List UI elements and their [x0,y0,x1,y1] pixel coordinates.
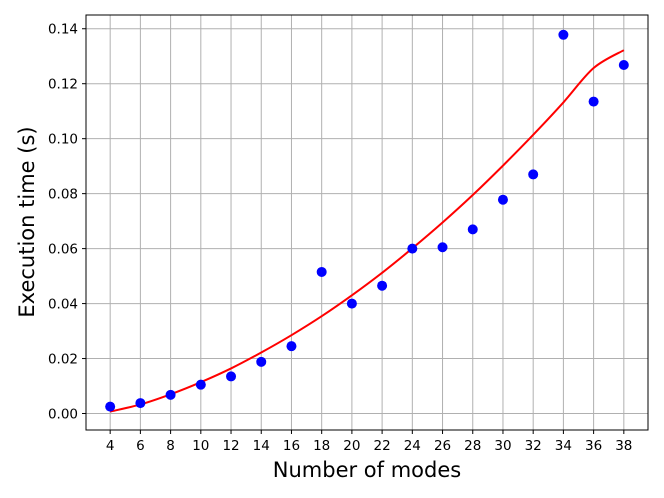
data-point [195,379,206,390]
data-point [558,29,569,40]
plot-frame [85,14,649,431]
x-tick-label: 4 [106,438,115,454]
data-point [135,398,146,409]
data-point [437,242,448,253]
y-tick-label: 0.02 [48,352,78,368]
x-tick-label: 38 [615,438,632,454]
x-tick-label: 14 [253,438,270,454]
fit-curve-layer [109,49,625,413]
data-point [256,356,267,367]
y-tick-label: 0.04 [48,297,78,313]
y-tick-label: 0.12 [48,77,78,93]
x-tick-label: 16 [283,438,300,454]
y-tick-label: 0.00 [48,407,78,423]
x-tick-label: 30 [494,438,511,454]
x-tick-label: 24 [404,438,421,454]
y-tick-label: 0.10 [48,132,78,148]
y-ticks: 0.00 0.02 0.04 0.06 0.08 0.10 0.12 0.14 [48,22,86,423]
data-point [497,194,508,205]
x-tick-label: 6 [136,438,145,454]
x-tick-label: 12 [222,438,239,454]
data-point [528,169,539,180]
data-point [377,280,388,291]
data-points-layer [105,29,629,412]
x-tick-label: 10 [192,438,209,454]
data-point [618,60,629,71]
y-tick-label: 0.06 [48,242,78,258]
grid-lines [86,15,648,430]
x-tick-label: 20 [343,438,360,454]
x-tick-label: 26 [434,438,451,454]
y-axis-label: Execution time (s) [15,126,39,317]
x-tick-label: 8 [166,438,175,454]
y-tick-label: 0.08 [48,187,78,203]
x-ticks: 4 6 8 10 12 14 16 18 20 22 24 26 28 30 32 34 36 38 [106,430,632,454]
data-point [316,266,327,277]
x-tick-label: 22 [374,438,391,454]
x-axis-label: Number of modes [273,458,461,482]
x-tick-label: 34 [555,438,572,454]
x-tick-label: 18 [313,438,330,454]
fit-curve [109,49,625,413]
data-point [467,224,478,235]
data-point [407,243,418,254]
y-tick-label: 0.14 [48,22,78,38]
data-point [165,389,176,400]
data-point [286,341,297,352]
data-point [346,298,357,309]
data-point [226,371,237,382]
data-point [588,96,599,107]
x-tick-label: 32 [525,438,542,454]
x-tick-label: 28 [464,438,481,454]
data-point [105,401,116,412]
x-tick-label: 36 [585,438,602,454]
